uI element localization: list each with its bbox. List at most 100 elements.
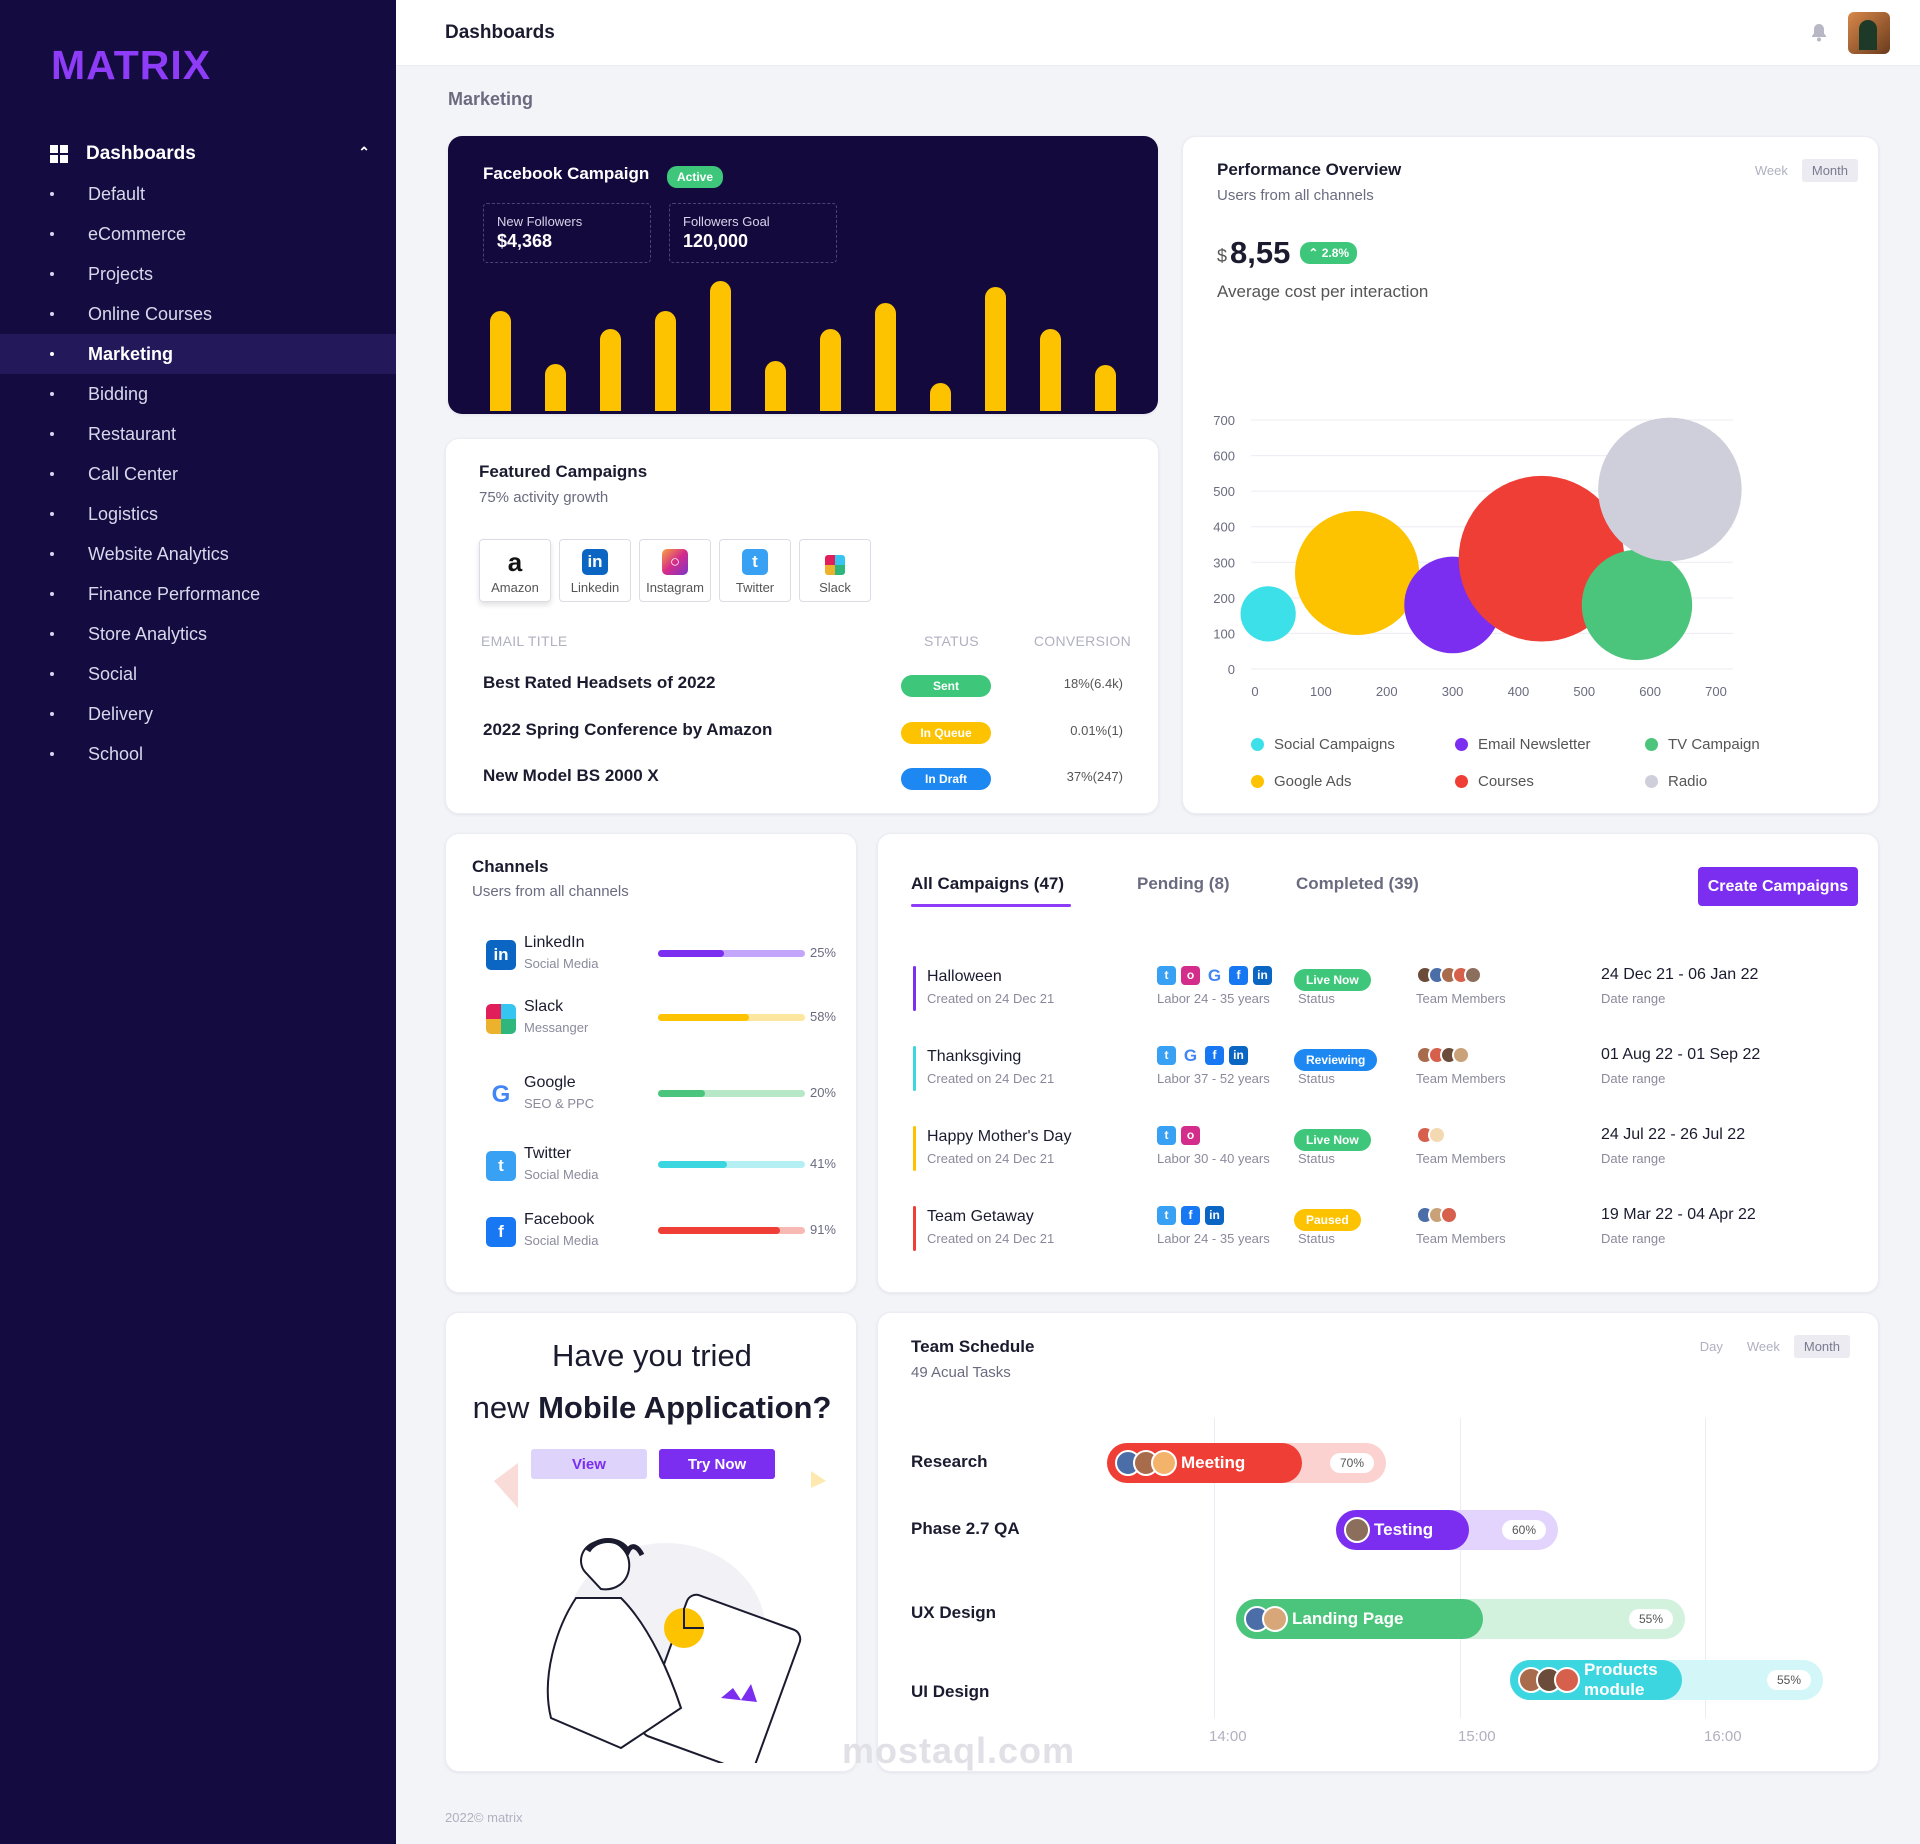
user-avatar[interactable] [1848, 12, 1890, 54]
sidebar-item-label: Default [88, 184, 145, 205]
bullet-icon [50, 472, 54, 476]
sidebar-item-finance-performance[interactable]: Finance Performance [0, 574, 396, 614]
sidebar-item-social[interactable]: Social [0, 654, 396, 694]
brand-tab-linkedin[interactable]: in Linkedin [559, 539, 631, 602]
status-badge: Paused [1294, 1209, 1361, 1231]
bell-icon[interactable] [1810, 22, 1828, 42]
brand-tab-amazon[interactable]: a Amazon [479, 539, 551, 602]
create-campaigns-button[interactable]: Create Campaigns [1698, 867, 1858, 906]
nav-section-dashboards[interactable]: Dashboards ⌃ [50, 140, 370, 168]
linkedin-icon: in [1229, 1046, 1248, 1065]
brand-tab-instagram[interactable]: ○ Instagram [639, 539, 711, 602]
status-badge: Live Now [1294, 1129, 1371, 1151]
twitter-icon: t [742, 549, 768, 575]
sidebar-item-bidding[interactable]: Bidding [0, 374, 396, 414]
nav-section-label: Dashboards [86, 143, 196, 165]
tab-all-campaigns[interactable]: All Campaigns (47) [911, 874, 1064, 894]
x-tick-label: 600 [1639, 684, 1661, 699]
task-pct: 60% [1502, 1520, 1546, 1540]
app-logo[interactable]: MATRIX [51, 42, 211, 89]
avatar [1151, 1450, 1177, 1476]
toggle-day[interactable]: Day [1690, 1335, 1733, 1358]
y-tick-label: 400 [1213, 520, 1235, 535]
sidebar-item-label: Social [88, 664, 137, 685]
chevron-up-icon[interactable]: ⌃ [358, 144, 370, 161]
conversion-value: 0.01%(1) [1070, 723, 1123, 738]
chart-bar [655, 311, 676, 411]
campaign-row[interactable]: Team Getaway Created on 24 Dec 21 t f in L… [913, 1206, 1863, 1256]
campaign-name: Halloween [927, 968, 1002, 986]
labor-range: Labor 24 - 35 years [1157, 991, 1270, 1006]
x-tick-label: 300 [1442, 684, 1464, 699]
task-bar[interactable]: Landing Page 55% [1236, 1599, 1685, 1639]
channel-row[interactable]: in LinkedIn Social Media 25% [486, 932, 836, 976]
sidebar-item-restaurant[interactable]: Restaurant [0, 414, 396, 454]
view-button[interactable]: View [531, 1449, 647, 1479]
status-caption: Status [1298, 1231, 1335, 1246]
channel-row[interactable]: f Facebook Social Media 91% [486, 1209, 836, 1253]
person-illustration [466, 1433, 846, 1763]
table-row[interactable]: 2022 Spring Conference by Amazon In Queu… [483, 712, 1123, 752]
social-icons: t Gf in [1157, 1046, 1248, 1065]
sidebar-item-default[interactable]: Default [0, 174, 396, 214]
brand-tab-twitter[interactable]: t Twitter [719, 539, 791, 602]
sidebar-item-call-center[interactable]: Call Center [0, 454, 396, 494]
task-bar[interactable]: Testing 60% [1336, 1510, 1558, 1550]
sidebar-item-logistics[interactable]: Logistics [0, 494, 396, 534]
campaign-name: Thanksgiving [927, 1048, 1021, 1066]
sidebar-item-marketing[interactable]: Marketing [0, 334, 396, 374]
tab-pending[interactable]: Pending (8) [1137, 874, 1230, 894]
sidebar-item-projects[interactable]: Projects [0, 254, 396, 294]
channel-desc: Social Media [524, 1233, 598, 1248]
channel-row[interactable]: Slack Messanger 58% [486, 996, 836, 1040]
toggle-week[interactable]: Week [1737, 1335, 1790, 1358]
sidebar-item-delivery[interactable]: Delivery [0, 694, 396, 734]
team-avatars [1416, 1206, 1452, 1224]
sidebar-item-school[interactable]: School [0, 734, 396, 774]
bullet-icon [50, 432, 54, 436]
toggle-month[interactable]: Month [1794, 1335, 1850, 1358]
avatar [1452, 1046, 1470, 1064]
toggle-month[interactable]: Month [1802, 159, 1858, 182]
task-name: Testing [1374, 1520, 1433, 1540]
status-badge: Active [667, 166, 723, 188]
toggle-week[interactable]: Week [1745, 159, 1798, 182]
sidebar-item-website-analytics[interactable]: Website Analytics [0, 534, 396, 574]
task-bar[interactable]: Meeting 70% [1107, 1443, 1386, 1483]
team-avatars [1416, 1126, 1440, 1144]
brand-label: Amazon [491, 580, 539, 595]
table-row[interactable]: Best Rated Headsets of 2022 Sent 18%(6.4… [483, 665, 1123, 705]
slack-icon [825, 555, 845, 575]
sidebar-item-store-analytics[interactable]: Store Analytics [0, 614, 396, 654]
sidebar-item-online-courses[interactable]: Online Courses [0, 294, 396, 334]
channel-pct: 41% [810, 1156, 836, 1171]
y-tick-label: 700 [1213, 413, 1235, 428]
channel-pct: 20% [810, 1085, 836, 1100]
campaign-name: Happy Mother's Day [927, 1128, 1071, 1146]
brand-tab-slack[interactable]: Slack [799, 539, 871, 602]
table-row[interactable]: New Model BS 2000 X In Draft 37%(247) [483, 758, 1123, 798]
sidebar-item-label: Online Courses [88, 304, 212, 325]
bubble-chart: 01002003004005006007000 100 200 300 400 500 60… [1203, 327, 1863, 847]
channel-row[interactable]: t Twitter Social Media 41% [486, 1143, 836, 1187]
campaign-row[interactable]: Happy Mother's Day Created on 24 Dec 21 … [913, 1126, 1863, 1176]
channel-pct: 91% [810, 1222, 836, 1237]
card-subtitle: 49 Acual Tasks [911, 1364, 1011, 1381]
promo-heading-prefix: new [473, 1390, 538, 1425]
chart-bar [875, 303, 896, 411]
social-icons: t f in [1157, 1206, 1224, 1225]
brand-tabs: a Amazon in Linkedin ○ Instagram t Twitter S… [479, 539, 871, 602]
tab-completed[interactable]: Completed (39) [1296, 874, 1419, 894]
try-now-button[interactable]: Try Now [659, 1449, 775, 1479]
channel-name: LinkedIn [524, 934, 585, 952]
card-subtitle: Users from all channels [1217, 187, 1374, 204]
stat-value: $4,368 [497, 231, 637, 252]
bullet-icon [50, 272, 54, 276]
sidebar-item-ecommerce[interactable]: eCommerce [0, 214, 396, 254]
channel-row[interactable]: G Google SEO & PPC 20% [486, 1072, 836, 1116]
grid-line [1460, 1418, 1461, 1718]
labor-range: Labor 24 - 35 years [1157, 1231, 1270, 1246]
task-bar[interactable]: Products module 55% [1510, 1660, 1823, 1700]
